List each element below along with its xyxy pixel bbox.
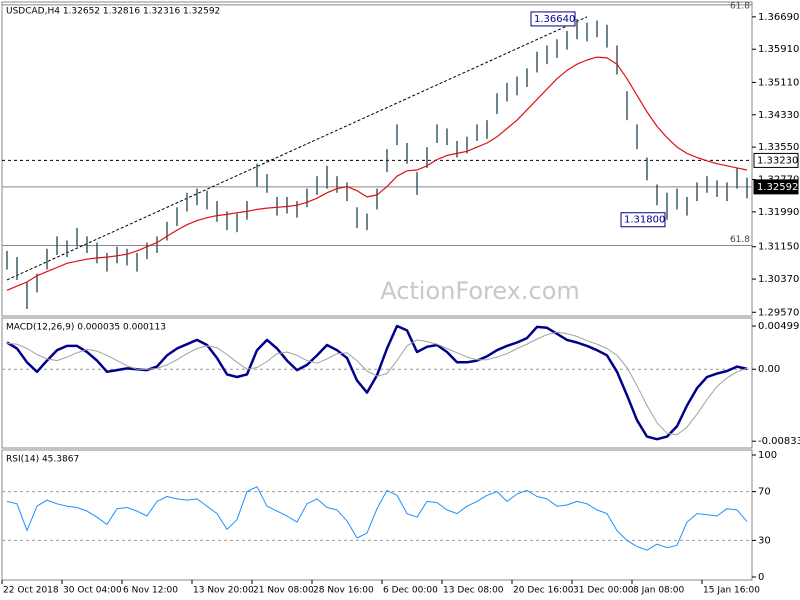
panel-title: MACD(12,26,9) 0.000035 0.000113 (6, 323, 166, 333)
x-tick-label: 15 Jan 16:00 (703, 586, 760, 596)
panel-frame (1, 317, 753, 449)
y-tick-label: 100 (758, 450, 777, 461)
y-tick-label: 1.30370 (758, 274, 799, 285)
y-tick-label: 0 (758, 572, 764, 583)
annotation: 1.36640 (534, 14, 575, 25)
level-name: 61.8 (730, 2, 750, 12)
x-tick-label: 6 Nov 12:00 (123, 586, 178, 596)
y-tick-label: -0.00833 (758, 436, 800, 447)
series-line (6, 486, 748, 551)
x-tick-label: 30 Oct 04:00 (63, 586, 122, 596)
x-tick-label: 21 Nov 08:00 (253, 586, 314, 596)
annotation-box (530, 11, 576, 27)
y-tick-label: 1.31990 (758, 207, 799, 218)
y-tick-label: 1.35910 (758, 44, 799, 55)
series-line (6, 324, 748, 441)
watermark: ActionForex.com (380, 277, 580, 305)
x-tick-label: 8 Jan 08:00 (633, 586, 685, 596)
y-tick-label: 1.36690 (758, 12, 799, 23)
y-tick-label: 0.004998 (758, 321, 800, 332)
level-name: 61.8 (730, 235, 750, 245)
x-tick-label: 20 Dec 16:00 (513, 586, 574, 596)
level-box (753, 179, 799, 195)
y-tick-label: 1.31150 (758, 242, 799, 253)
y-tick-label: 70 (758, 487, 771, 498)
x-tick-label: 6 Dec 00:00 (383, 586, 438, 596)
x-tick-label: 13 Dec 08:00 (443, 586, 504, 596)
y-tick-label: 1.35110 (758, 77, 799, 88)
panel-title: USDCAD,H4 1.32652 1.32816 1.32316 1.3259… (6, 7, 220, 17)
x-tick-label: 28 Nov 16:00 (313, 586, 374, 596)
x-tick-label: 31 Dec 00:00 (573, 586, 634, 596)
annotation-box (620, 212, 666, 228)
panel-frame (1, 1, 753, 317)
level-label: 1.33230 (757, 155, 798, 166)
series-line (6, 56, 748, 291)
annotation: 1.31800 (624, 215, 665, 226)
level-box (753, 152, 799, 168)
y-tick-label: 0.00 (758, 364, 780, 375)
panel-title: RSI(14) 45.3867 (6, 455, 79, 465)
x-tick-label: 22 Oct 2018 (3, 586, 59, 596)
level-label: 1.32592 (757, 182, 798, 193)
series-line (6, 331, 748, 436)
x-tick-label: 13 Nov 20:00 (193, 586, 254, 596)
y-tick-label: 1.33550 (758, 142, 799, 153)
y-tick-label: 1.34330 (758, 110, 799, 121)
y-tick-label: 30 (758, 535, 771, 546)
y-tick-label: 1.29570 (758, 307, 799, 318)
trend-line (6, 16, 588, 281)
panel-frame (1, 449, 753, 581)
